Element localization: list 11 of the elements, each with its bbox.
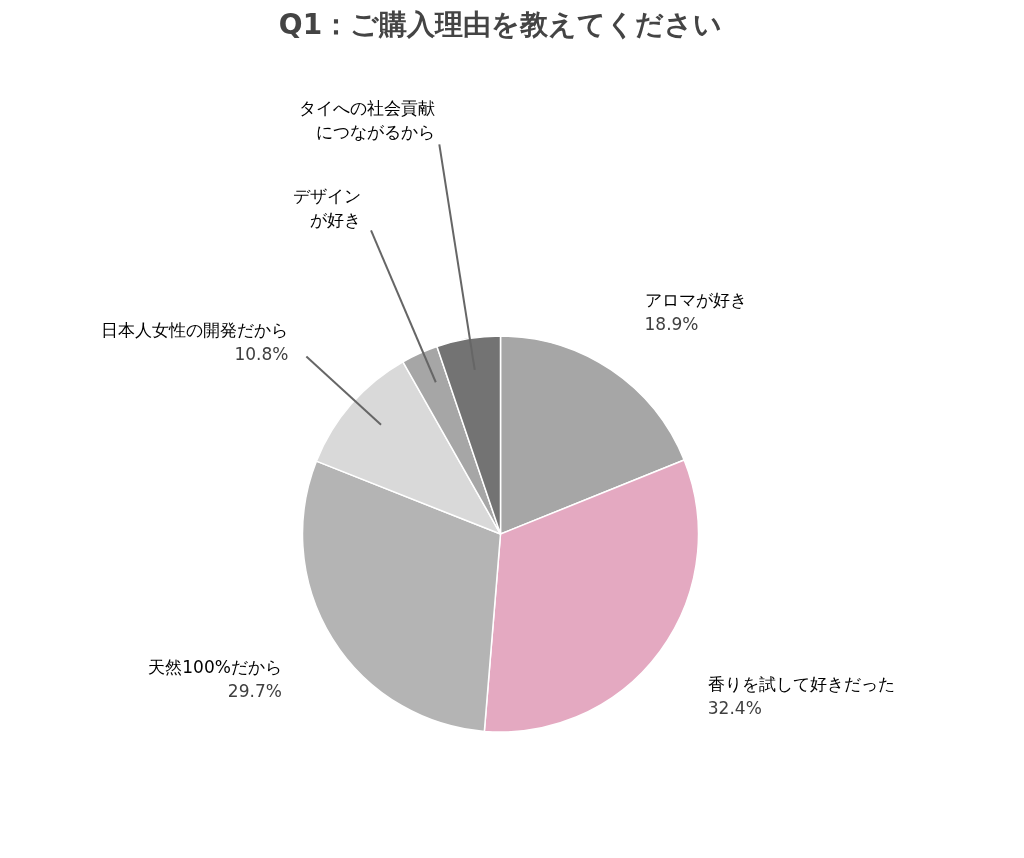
slice-label: タイへの社会貢献につながるから — [299, 97, 436, 142]
data-label: 29.7% — [227, 680, 282, 701]
chart-title: Q1：ご購入理由を教えてください — [278, 7, 723, 41]
slice-label: 香りを試して好きだった — [707, 674, 895, 695]
slice-label: 天然100%だから — [148, 656, 282, 677]
data-label: 10.8% — [234, 344, 289, 365]
slice-label: デザインが好き — [293, 185, 362, 230]
data-label: 32.4% — [707, 698, 762, 719]
slice-label: 日本人女性の開発だから — [101, 320, 289, 341]
slice-label: アロマが好き — [644, 290, 747, 311]
data-label: 18.9% — [644, 314, 699, 335]
